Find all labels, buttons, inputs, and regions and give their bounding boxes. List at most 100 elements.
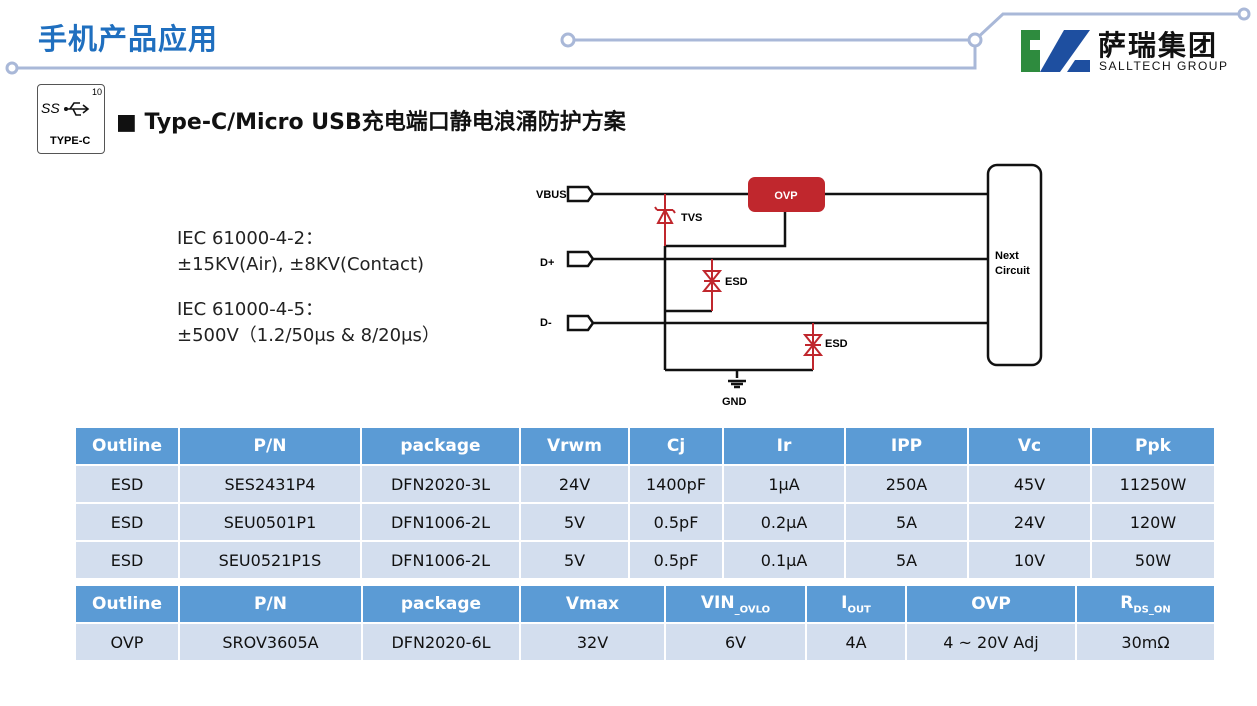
table-row: OVP SROV3605A DFN2020-6L 32V 6V 4A 4 ~ 20V Adj… xyxy=(76,624,1214,660)
table-cell: SEU0501P1 xyxy=(180,504,360,540)
table-cell: 0.1μA xyxy=(724,542,844,578)
table-cell: 5A xyxy=(846,542,967,578)
table-cell: ESD xyxy=(76,504,178,540)
type-c-badge: SS 10 TYPE-C xyxy=(37,84,105,154)
dminus-label: D- xyxy=(540,317,552,329)
header-text: Outline xyxy=(92,594,162,614)
header-subscript: _OVLO xyxy=(734,604,771,616)
table-cell: DFN2020-3L xyxy=(362,466,519,502)
table-cell: 0.2μA xyxy=(724,504,844,540)
table-cell: 5A xyxy=(846,504,967,540)
dplus-label: D+ xyxy=(540,257,554,269)
standard-esd: IEC 61000-4-2： ±15KV(Air), ±8KV(Contact) xyxy=(177,226,424,278)
header-text: package xyxy=(400,594,482,614)
column-header: Ppk xyxy=(1092,428,1214,464)
column-header: Outline xyxy=(76,586,178,622)
header-text: Vrwm xyxy=(547,436,602,456)
section-title: ■ Type-C/Micro USB充电端口静电浪涌防护方案 xyxy=(116,110,626,135)
header-text: R xyxy=(1120,592,1134,613)
header-subscript: OUT xyxy=(847,604,871,616)
header-text: P/N xyxy=(254,594,287,614)
table-cell: 4 ~ 20V Adj xyxy=(907,624,1075,660)
table-cell: 24V xyxy=(969,504,1090,540)
table-cell: SROV3605A xyxy=(180,624,361,660)
esd-table: Outline P/N package Vrwm Cj Ir IPP Vc Ppk ESD SES… xyxy=(74,426,1216,580)
ovp-table: Outline P/N package Vmax VIN_OVLO IOUT OVP RDS_… xyxy=(74,584,1216,662)
column-header: package xyxy=(362,428,519,464)
gnd-label: GND xyxy=(722,396,747,408)
column-header: VIN_OVLO xyxy=(666,586,805,622)
page-title: 手机产品应用 xyxy=(38,22,219,56)
table-cell: 5V xyxy=(521,504,628,540)
ss-text: SS xyxy=(41,100,60,116)
header-text: IPP xyxy=(890,436,923,456)
standard-surge: IEC 61000-4-5： ±500V（1.2/50μs & 8/20μs） xyxy=(177,297,440,349)
table-cell: 1μA xyxy=(724,466,844,502)
table-cell: 32V xyxy=(521,624,664,660)
next-circuit-label: Next xyxy=(995,250,1019,262)
column-header: IOUT xyxy=(807,586,905,622)
table-cell: 4A xyxy=(807,624,905,660)
esd-label: ESD xyxy=(725,276,748,288)
table-cell: ESD xyxy=(76,466,178,502)
standard-name: IEC 61000-4-2： xyxy=(177,228,324,249)
table-cell: 10V xyxy=(969,542,1090,578)
header-text: I xyxy=(841,592,848,613)
table-cell: 250A xyxy=(846,466,967,502)
standard-name: IEC 61000-4-5： xyxy=(177,299,324,320)
header-text: VIN xyxy=(700,592,735,613)
ovp-label: OVP xyxy=(774,190,797,202)
table-cell: 0.5pF xyxy=(630,542,722,578)
table-cell: 30mΩ xyxy=(1077,624,1214,660)
table-header: Outline P/N package Vrwm Cj Ir IPP Vc Ppk xyxy=(76,428,1214,464)
header-text: Outline xyxy=(92,436,162,456)
table-cell: 1400pF xyxy=(630,466,722,502)
table-cell: DFN1006-2L xyxy=(362,542,519,578)
header-text: Ppk xyxy=(1135,436,1171,456)
table-cell: 45V xyxy=(969,466,1090,502)
standard-value: ±15KV(Air), ±8KV(Contact) xyxy=(177,254,425,275)
table-cell: ESD xyxy=(76,542,178,578)
column-header: Vc xyxy=(969,428,1090,464)
logo-text-en: SALLTECH GROUP xyxy=(1099,59,1229,73)
table-header: Outline P/N package Vmax VIN_OVLO IOUT OVP RDS_… xyxy=(76,586,1214,622)
table-cell: DFN2020-6L xyxy=(363,624,519,660)
column-header: OVP xyxy=(907,586,1075,622)
header-text: Cj xyxy=(666,436,686,456)
column-header: Cj xyxy=(630,428,722,464)
salltech-logo-icon xyxy=(1021,30,1090,72)
table-cell: 50W xyxy=(1092,542,1214,578)
column-header: Ir xyxy=(724,428,844,464)
column-header: Vmax xyxy=(521,586,664,622)
badge-number: 10 xyxy=(92,87,103,97)
esd-label: ESD xyxy=(825,338,848,350)
table-cell: 120W xyxy=(1092,504,1214,540)
column-header: Outline xyxy=(76,428,178,464)
logo-text-cn: 萨瑞集团 xyxy=(1098,29,1219,62)
standard-value: ±500V（1.2/50μs & 8/20μs） xyxy=(177,325,440,346)
header-text: Vc xyxy=(1017,436,1042,456)
table-cell: 11250W xyxy=(1092,466,1214,502)
column-header: Vrwm xyxy=(521,428,628,464)
table-row: ESD SES2431P4 DFN2020-3L 24V 1400pF 1μA 250A 45… xyxy=(76,466,1214,502)
column-header: P/N xyxy=(180,428,360,464)
next-circuit-label: Circuit xyxy=(995,265,1030,277)
header-subscript: DS_ON xyxy=(1133,604,1171,616)
header-text: OVP xyxy=(971,594,1011,614)
column-header: IPP xyxy=(846,428,967,464)
tvs-label: TVS xyxy=(681,212,702,224)
header-text: package xyxy=(400,436,481,456)
ovp-block xyxy=(748,177,825,212)
table-cell: SEU0521P1S xyxy=(180,542,360,578)
header-text: Vmax xyxy=(565,594,620,614)
header-text: Ir xyxy=(776,436,792,456)
circuit-diagram: OVP VBUS D+ D- TVS ESD ESD GND Next Circ… xyxy=(536,163,1043,408)
header-text: P/N xyxy=(253,436,287,456)
table-cell: OVP xyxy=(76,624,178,660)
table-cell: SES2431P4 xyxy=(180,466,360,502)
header-decoration xyxy=(5,7,1251,75)
table-cell: 6V xyxy=(666,624,805,660)
table-row: ESD SEU0501P1 DFN1006-2L 5V 0.5pF 0.2μA 5A 24V 1… xyxy=(76,504,1214,540)
table-row: ESD SEU0521P1S DFN1006-2L 5V 0.5pF 0.1μA 5A 10V… xyxy=(76,542,1214,578)
column-header: RDS_ON xyxy=(1077,586,1214,622)
